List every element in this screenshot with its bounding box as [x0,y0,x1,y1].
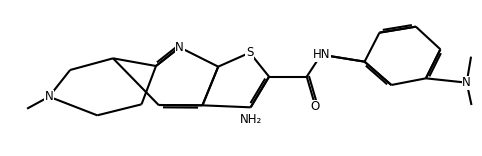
Text: N: N [462,76,471,89]
Text: NH₂: NH₂ [240,113,262,126]
Text: N: N [175,41,184,54]
Text: N: N [45,90,54,103]
Text: S: S [246,46,254,59]
Text: HN: HN [312,48,330,61]
Text: N: N [45,90,54,103]
Text: O: O [311,100,320,113]
